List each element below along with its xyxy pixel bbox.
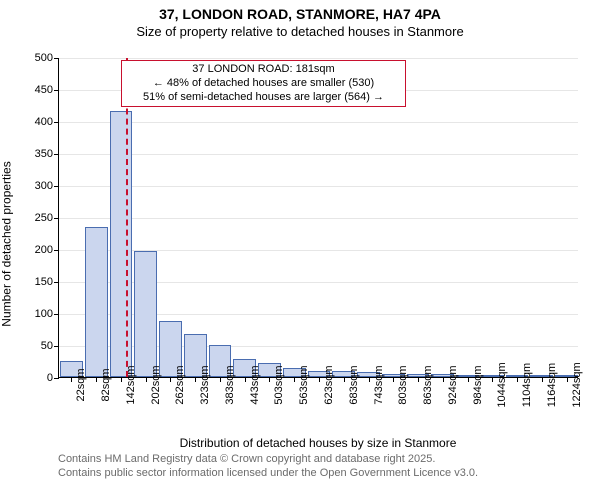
annotation-line-2: ← 48% of detached houses are smaller (53… [128,77,399,91]
x-tick-mark [319,377,320,382]
y-tick-mark [54,218,59,219]
x-tick-mark [220,377,221,382]
y-tick-mark [54,154,59,155]
page-title: 37, LONDON ROAD, STANMORE, HA7 4PA [0,0,600,22]
x-tick-mark [443,377,444,382]
x-tick-label: 1164sqm [546,363,558,407]
y-tick-mark [54,58,59,59]
x-tick-mark [294,377,295,382]
y-tick-mark [54,250,59,251]
x-tick-label: 82sqm [100,368,112,401]
x-tick-label: 202sqm [150,365,162,404]
y-tick-label: 400 [35,116,53,128]
x-tick-label: 984sqm [472,365,484,404]
y-tick-label: 50 [41,340,53,352]
y-tick-label: 200 [35,244,53,256]
y-tick-label: 0 [47,372,53,384]
y-tick-mark [54,314,59,315]
y-tick-label: 350 [35,148,53,160]
y-tick-mark [54,186,59,187]
y-tick-label: 300 [35,180,53,192]
footer-line-1: Contains HM Land Registry data © Crown c… [58,452,588,466]
y-tick-mark [54,346,59,347]
x-tick-label: 924sqm [447,365,459,404]
x-tick-mark [468,377,469,382]
x-tick-mark [492,377,493,382]
x-tick-label: 383sqm [224,365,236,404]
x-tick-label: 262sqm [174,365,186,404]
x-tick-label: 1044sqm [496,362,508,407]
histogram-bar [134,251,157,377]
x-tick-mark [195,377,196,382]
x-tick-mark [542,377,543,382]
x-tick-label: 142sqm [125,365,137,404]
x-tick-mark [245,377,246,382]
x-tick-mark [170,377,171,382]
x-tick-label: 683sqm [348,365,360,404]
x-tick-label: 743sqm [373,365,385,404]
x-tick-label: 863sqm [422,365,434,404]
x-tick-label: 443sqm [249,365,261,404]
x-axis-label: Distribution of detached houses by size … [58,436,578,450]
annotation-line-1: 37 LONDON ROAD: 181sqm [128,63,399,77]
x-tick-label: 803sqm [397,365,409,404]
x-tick-mark [344,377,345,382]
histogram-bar [110,111,133,377]
x-tick-label: 323sqm [199,365,211,404]
y-tick-mark [54,378,59,379]
y-tick-label: 250 [35,212,53,224]
histogram-bar [85,227,108,377]
page-subtitle: Size of property relative to detached ho… [0,22,600,39]
y-tick-label: 450 [35,84,53,96]
x-tick-mark [269,377,270,382]
y-tick-mark [54,282,59,283]
y-axis-label: Number of detached properties [0,161,14,326]
plot-area: 37 LONDON ROAD: 181sqm ← 48% of detached… [58,58,578,378]
x-tick-label: 563sqm [298,365,310,404]
y-tick-label: 100 [35,308,53,320]
footer-line-2: Contains public sector information licen… [58,466,588,480]
x-tick-mark [369,377,370,382]
x-tick-mark [121,377,122,382]
y-axis-label-wrap: Number of detached properties [0,48,16,440]
x-tick-mark [71,377,72,382]
y-tick-label: 150 [35,276,53,288]
y-tick-label: 500 [35,52,53,64]
x-tick-mark [393,377,394,382]
x-tick-label: 623sqm [323,365,335,404]
chart-container: Number of detached properties 37 LONDON … [0,48,600,440]
annotation-box: 37 LONDON ROAD: 181sqm ← 48% of detached… [121,60,406,107]
y-tick-mark [54,122,59,123]
x-tick-mark [96,377,97,382]
annotation-line-3: 51% of semi-detached houses are larger (… [128,91,399,105]
x-tick-mark [418,377,419,382]
x-tick-mark [567,377,568,382]
x-tick-label: 22sqm [75,368,87,401]
y-tick-mark [54,90,59,91]
footer: Contains HM Land Registry data © Crown c… [58,452,588,481]
x-tick-label: 1224sqm [571,362,583,407]
x-tick-label: 1104sqm [521,363,533,407]
x-tick-label: 503sqm [273,365,285,404]
x-tick-mark [146,377,147,382]
x-tick-mark [517,377,518,382]
